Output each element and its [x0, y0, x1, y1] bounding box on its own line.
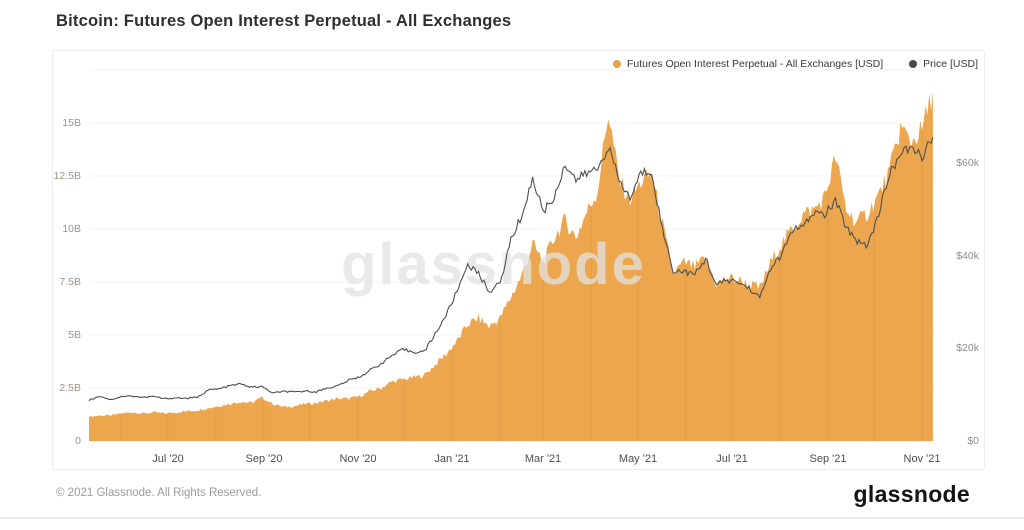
legend-label-open-interest: Futures Open Interest Perpetual - All Ex…: [626, 58, 884, 70]
x-axis-tick-label: Sep '21: [809, 453, 847, 465]
y-axis-left-tick-label: 7.5B: [59, 276, 81, 288]
y-axis-left-tick-label: 2.5B: [59, 382, 81, 394]
y-axis-right-tick-label: $20k: [956, 342, 979, 354]
legend-item-open-interest[interactable]: Futures Open Interest Perpetual - All Ex…: [612, 58, 884, 70]
price-line[interactable]: [88, 137, 934, 402]
x-axis-tick-label: May '21: [618, 453, 658, 465]
legend-label-price: Price [USD]: [923, 58, 978, 70]
y-axis-right-tick-label: $0: [967, 435, 979, 447]
watermark-text: glassnode: [341, 232, 646, 297]
y-axis-left-tick-label: 5B: [68, 329, 81, 341]
x-axis-tick-label: Jan '21: [434, 453, 470, 465]
chart-legend: Futures Open Interest Perpetual - All Ex…: [612, 58, 978, 70]
bottom-divider: [0, 517, 1024, 519]
x-axis-tick-label: Jul '21: [716, 453, 748, 465]
x-axis-tick-label: Nov '20: [339, 453, 377, 465]
x-axis-tick-label: Jul '20: [152, 453, 184, 465]
glassnode-logo: glassnode: [853, 481, 970, 507]
price-legend-dot-icon: [909, 60, 918, 68]
legend-item-price[interactable]: Price [USD]: [909, 58, 978, 70]
page-title: Bitcoin: Futures Open Interest Perpetual…: [56, 12, 512, 30]
footer-copyright: © 2021 Glassnode. All Rights Reserved.: [56, 487, 262, 499]
y-axis-right-tick-label: $60k: [956, 157, 979, 169]
x-axis-tick-label: Nov '21: [903, 453, 941, 465]
x-axis-tick-label: Mar '21: [524, 453, 562, 465]
x-axis-tick-label: Sep '20: [245, 453, 283, 465]
chart-svg: glassnode: [88, 69, 936, 442]
y-axis-left-tick-label: 10B: [62, 223, 81, 235]
y-axis-left-tick-label: 15B: [62, 117, 81, 129]
y-axis-right-tick-label: $40k: [956, 250, 979, 262]
open-interest-area[interactable]: [89, 91, 933, 441]
open-interest-legend-dot-icon: [612, 60, 621, 68]
y-axis-left-tick-label: 0: [75, 435, 81, 447]
chart-panel: glassnode Futures Open Interest Perpetua…: [52, 50, 985, 470]
y-axis-left-tick-label: 12.5B: [53, 170, 81, 182]
